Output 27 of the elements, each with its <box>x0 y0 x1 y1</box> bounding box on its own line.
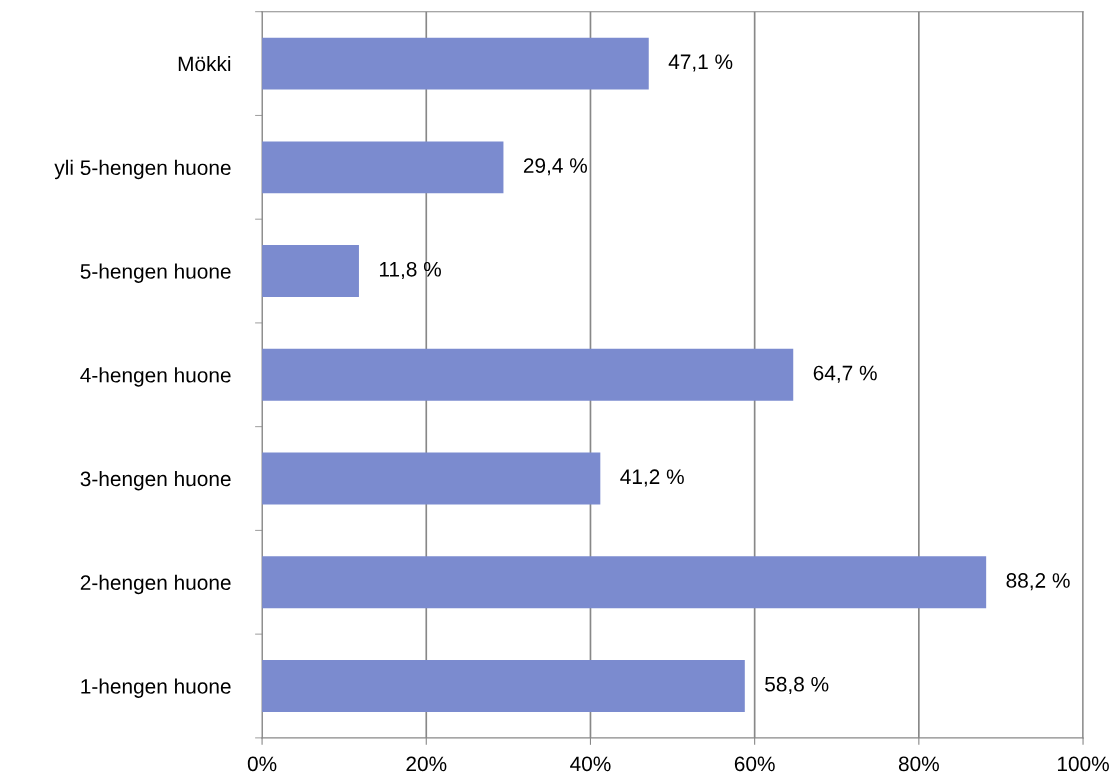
bar <box>262 141 504 194</box>
y-tick-label: 5-hengen huone <box>80 263 231 283</box>
y-tick-label: 4-hengen huone <box>80 367 231 387</box>
y-tick-label: Mökki <box>178 56 231 72</box>
x-tick-label: 60% <box>734 756 775 772</box>
data-label: 11,8 % <box>379 261 441 280</box>
x-tick-label: 80% <box>898 756 939 772</box>
y-tick-label: 1-hengen huone <box>81 678 231 698</box>
bar <box>262 452 601 505</box>
bar <box>262 556 987 609</box>
x-tick-label: 100% <box>1057 756 1109 772</box>
data-label: 29,4 % <box>523 158 588 176</box>
x-tick-label: 40% <box>570 756 611 772</box>
bar <box>262 660 745 712</box>
data-label: 88,2 % <box>1006 573 1070 591</box>
x-tick-label: 0% <box>247 756 277 772</box>
y-tick-label: 3-hengen huone <box>80 470 231 491</box>
y-tick-label: yli 5-hengen huone <box>54 159 231 180</box>
bar <box>262 245 359 297</box>
data-label: 47,1 % <box>668 54 733 72</box>
bar <box>262 348 794 401</box>
bar <box>262 37 649 90</box>
data-label: 58,8 % <box>765 676 829 695</box>
data-label: 41,2 % <box>620 469 684 487</box>
x-tick-label: 20% <box>406 756 447 772</box>
y-tick-label: 2-hengen huone <box>80 574 231 595</box>
data-label: 64,7 % <box>813 365 877 383</box>
